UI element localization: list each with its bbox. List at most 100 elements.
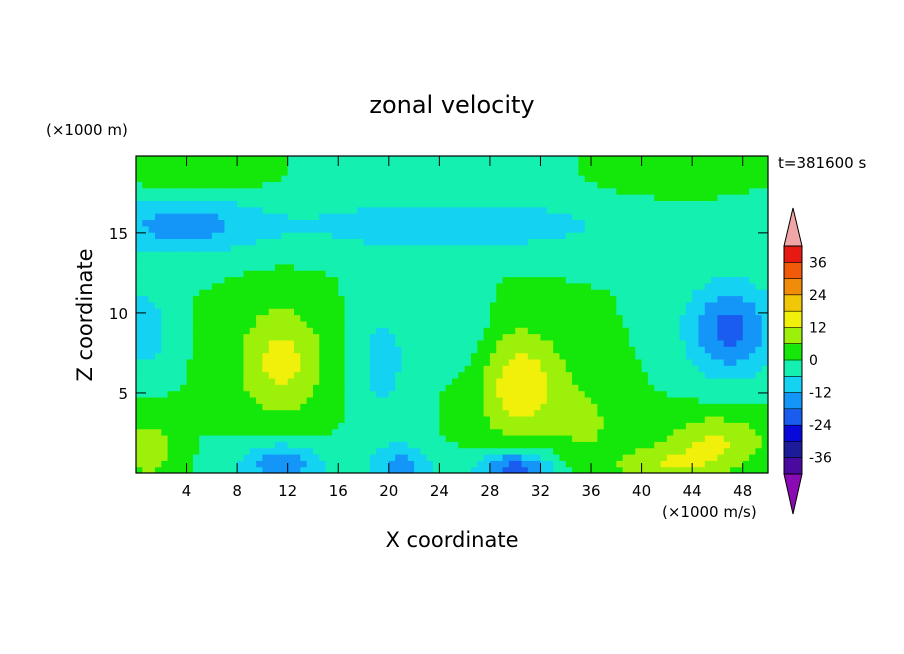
field-cell [628,206,636,214]
field-cell [148,181,156,189]
field-cell [369,320,377,328]
field-cell [401,200,409,208]
field-cell [414,447,421,455]
field-cell [401,232,409,240]
field-cell [369,219,377,227]
field-cell [628,276,636,284]
field-cell [559,460,567,468]
field-cell [761,200,768,208]
field-cell [591,460,598,468]
field-cell [660,377,668,385]
field-cell [211,466,219,473]
field-cell [483,175,491,182]
field-cell [749,320,756,328]
field-cell [654,409,662,417]
field-cell [268,244,276,252]
field-cell [262,371,270,379]
field-cell [395,320,403,328]
field-cell [534,377,542,385]
field-cell [211,156,219,163]
field-cell [281,206,289,214]
field-cell [692,314,700,322]
field-cell [572,168,579,176]
field-cell [268,460,276,468]
field-cell [382,422,390,430]
field-cell [603,175,611,182]
field-cell [414,263,421,271]
field-cell [628,358,636,366]
field-cell [199,447,207,455]
field-cell [331,333,339,341]
field-cell [262,358,270,366]
field-cell [597,453,605,461]
field-cell [464,390,472,398]
field-cell [628,219,636,227]
field-cell [243,403,251,411]
field-cell [477,314,485,322]
field-cell [730,365,737,373]
field-cell [673,289,681,297]
field-cell [350,447,358,455]
field-cell [666,238,674,246]
field-cell [730,181,737,189]
field-cell [312,175,320,182]
field-cell [420,447,428,455]
field-cell [508,194,516,201]
field-cell [464,403,472,411]
field-cell [477,194,485,201]
field-cell [268,365,276,373]
field-cell [508,371,516,379]
field-cell [281,251,289,259]
field-cell [572,200,579,208]
field-cell [540,358,548,366]
field-cell [527,441,535,449]
field-cell [635,453,643,461]
field-cell [496,156,504,163]
field-cell [496,390,504,398]
field-cell [268,257,276,265]
field-cell [755,162,763,170]
field-cell [591,447,598,455]
field-cell [622,415,630,423]
field-cell [755,371,763,379]
field-cell [186,403,194,411]
field-cell [180,415,188,423]
field-cell [584,390,592,398]
field-cell [426,390,434,398]
field-cell [578,453,586,461]
field-cell [218,168,226,176]
field-cell [344,263,352,271]
field-cell [527,238,535,246]
field-cell [161,415,169,423]
field-cell [319,333,327,341]
field-cell [382,339,390,347]
field-cell [534,466,542,473]
field-cell [660,339,668,347]
field-cell [477,339,485,347]
field-cell [565,187,573,195]
field-cell [243,409,251,417]
field-cell [262,460,270,468]
field-cell [647,168,655,176]
field-cell [192,270,200,278]
field-cell [559,244,567,252]
field-cell [407,282,415,290]
field-cell [464,333,472,341]
field-cell [704,453,712,461]
field-cell [192,377,200,385]
field-cell [521,365,529,373]
field-cell [281,200,289,208]
field-cell [755,200,763,208]
field-cell [635,384,643,392]
field-cell [692,339,700,347]
field-cell [192,371,200,379]
field-cell [325,377,333,385]
field-cell [666,358,674,366]
field-cell [508,244,516,252]
field-cell [142,276,150,284]
field-cell [515,162,523,170]
field-cell [205,352,213,360]
field-cell [553,238,561,246]
field-cell [363,156,371,163]
field-cell [704,295,712,303]
